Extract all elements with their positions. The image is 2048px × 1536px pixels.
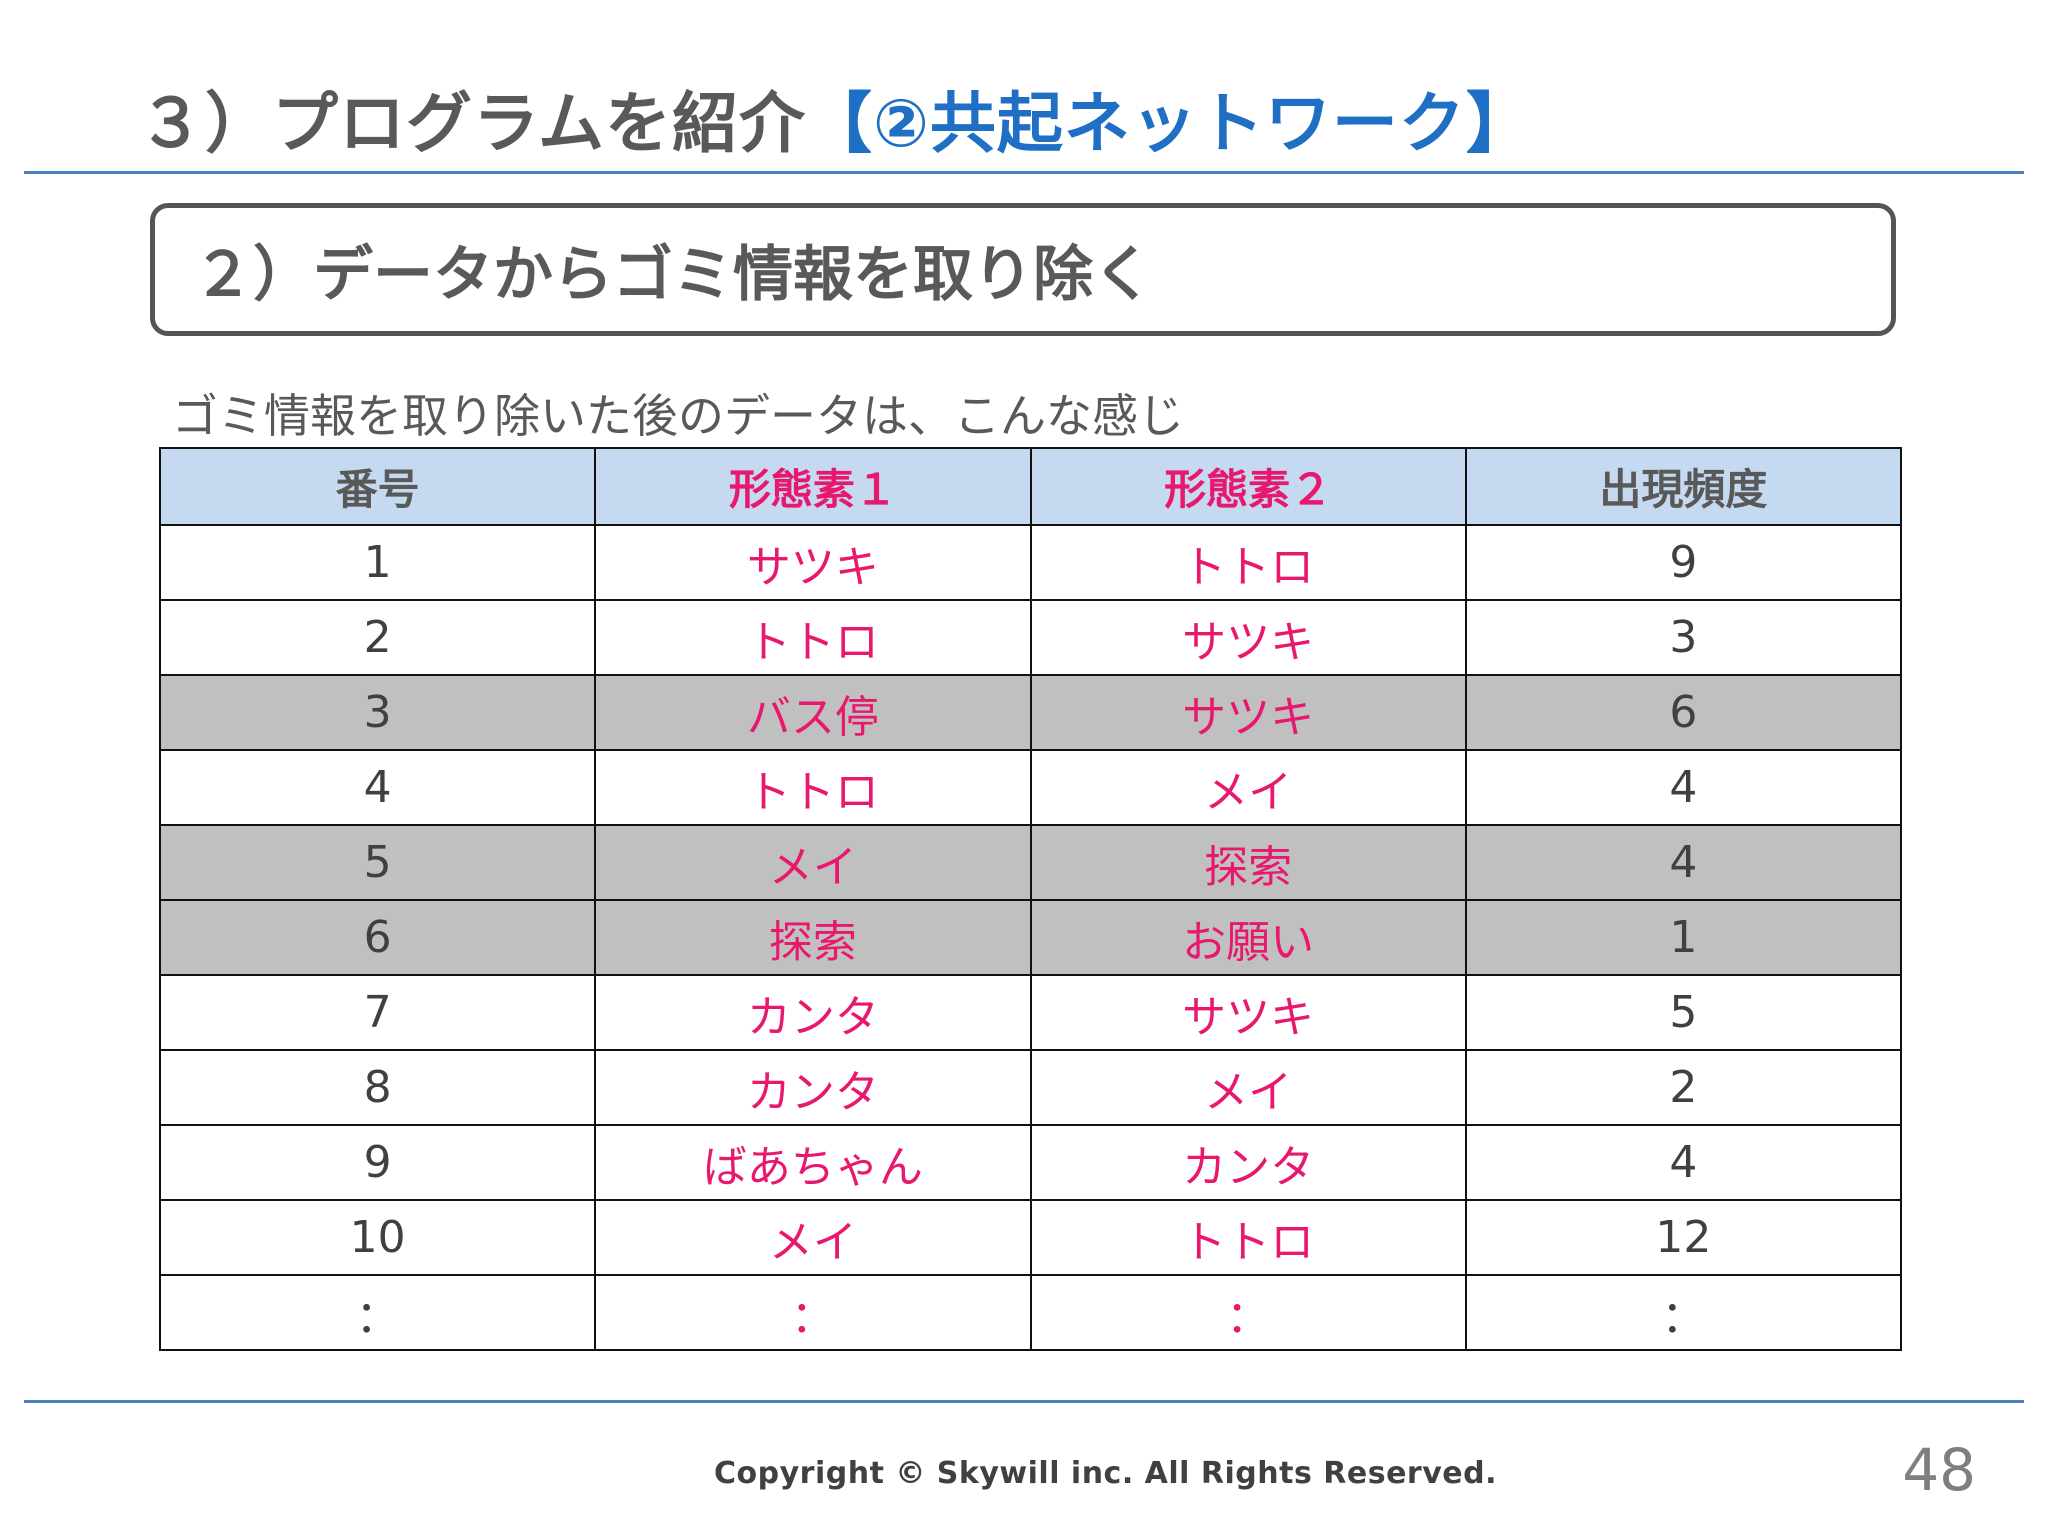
table-row: 1 サツキ トトロ 9 — [158, 524, 1903, 601]
page-number: 48 — [1902, 1436, 1976, 1504]
table-row: 5 メイ 探索 4 — [158, 824, 1903, 901]
header-morpheme-1: 形態素１ — [594, 447, 1032, 526]
cell-frequency: ： — [1464, 1274, 1903, 1351]
table-row: 6 探索 お願い 1 — [158, 899, 1903, 976]
cell-morpheme-1: サツキ — [594, 524, 1032, 601]
cell-number: 2 — [158, 599, 597, 676]
cell-number: ： — [158, 1274, 597, 1351]
cell-frequency: 5 — [1464, 974, 1903, 1051]
cell-frequency: 12 — [1464, 1199, 1903, 1276]
cell-number: 6 — [158, 899, 597, 976]
cell-frequency: 4 — [1464, 824, 1903, 901]
cell-morpheme-1: トトロ — [594, 599, 1032, 676]
table-header-row: 番号 形態素１ 形態素２ 出現頻度 — [158, 447, 1903, 526]
cell-morpheme-1: トトロ — [594, 749, 1032, 826]
cell-morpheme-1: 探索 — [594, 899, 1032, 976]
table-row: 2 トトロ サツキ 3 — [158, 599, 1903, 676]
header-morpheme-2: 形態素２ — [1029, 447, 1467, 526]
subtitle-box: ２）データからゴミ情報を取り除く — [150, 203, 1896, 336]
cell-morpheme-1: バス停 — [594, 674, 1032, 751]
copyright-footer: Copyright © Skywill inc. All Rights Rese… — [714, 1456, 1497, 1491]
cell-frequency: 4 — [1464, 749, 1903, 826]
cell-morpheme-2: サツキ — [1029, 599, 1467, 676]
cell-morpheme-1: ばあちゃん — [594, 1124, 1032, 1201]
cell-morpheme-2: ： — [1029, 1274, 1467, 1351]
cell-morpheme-1: カンタ — [594, 974, 1032, 1051]
cell-morpheme-2: お願い — [1029, 899, 1467, 976]
cell-morpheme-2: トトロ — [1029, 1199, 1467, 1276]
cell-morpheme-1: メイ — [594, 1199, 1032, 1276]
table-body: 1 サツキ トトロ 9 2 トトロ サツキ 3 3 バス停 サツキ 6 4 トト… — [158, 524, 1903, 1351]
cell-frequency: 2 — [1464, 1049, 1903, 1126]
slide-title-accent: 【②共起ネットワーク】 — [806, 85, 1533, 162]
table-row: 3 バス停 サツキ 6 — [158, 674, 1903, 751]
top-divider — [24, 171, 2024, 174]
cell-morpheme-2: サツキ — [1029, 674, 1467, 751]
bottom-divider — [24, 1400, 2024, 1403]
header-number: 番号 — [158, 447, 597, 526]
cell-morpheme-1: カンタ — [594, 1049, 1032, 1126]
cell-number: 4 — [158, 749, 597, 826]
cell-number: 1 — [158, 524, 597, 601]
cell-frequency: 4 — [1464, 1124, 1903, 1201]
cell-morpheme-2: メイ — [1029, 749, 1467, 826]
cell-number: 9 — [158, 1124, 597, 1201]
cell-number: 5 — [158, 824, 597, 901]
slide-title-main: ３）プログラムを紹介 — [138, 85, 807, 162]
cell-morpheme-2: 探索 — [1029, 824, 1467, 901]
cell-number: 10 — [158, 1199, 597, 1276]
table-row: 10 メイ トトロ 12 — [158, 1199, 1903, 1276]
table-row: 8 カンタ メイ 2 — [158, 1049, 1903, 1126]
cooccurrence-table: 番号 形態素１ 形態素２ 出現頻度 1 サツキ トトロ 9 2 トトロ サツキ … — [158, 447, 1903, 1351]
cell-frequency: 1 — [1464, 899, 1903, 976]
cell-morpheme-1: メイ — [594, 824, 1032, 901]
cell-morpheme-2: サツキ — [1029, 974, 1467, 1051]
header-frequency: 出現頻度 — [1464, 447, 1903, 526]
subtitle: ２）データからゴミ情報を取り除く — [193, 240, 1153, 310]
cell-morpheme-2: トトロ — [1029, 524, 1467, 601]
table-row: 7 カンタ サツキ 5 — [158, 974, 1903, 1051]
slide-title: ３）プログラムを紹介【②共起ネットワーク】 — [138, 70, 1533, 166]
cell-morpheme-2: カンタ — [1029, 1124, 1467, 1201]
table-row: 4 トトロ メイ 4 — [158, 749, 1903, 826]
cell-frequency: 9 — [1464, 524, 1903, 601]
cell-frequency: 3 — [1464, 599, 1903, 676]
table-row: ： ： ： ： — [158, 1274, 1903, 1351]
table-row: 9 ばあちゃん カンタ 4 — [158, 1124, 1903, 1201]
cell-number: 3 — [158, 674, 597, 751]
cell-morpheme-1: ： — [594, 1274, 1032, 1351]
cell-morpheme-2: メイ — [1029, 1049, 1467, 1126]
lead-text: ゴミ情報を取り除いた後のデータは、こんな感じ — [172, 389, 1184, 443]
cell-frequency: 6 — [1464, 674, 1903, 751]
cell-number: 7 — [158, 974, 597, 1051]
cell-number: 8 — [158, 1049, 597, 1126]
